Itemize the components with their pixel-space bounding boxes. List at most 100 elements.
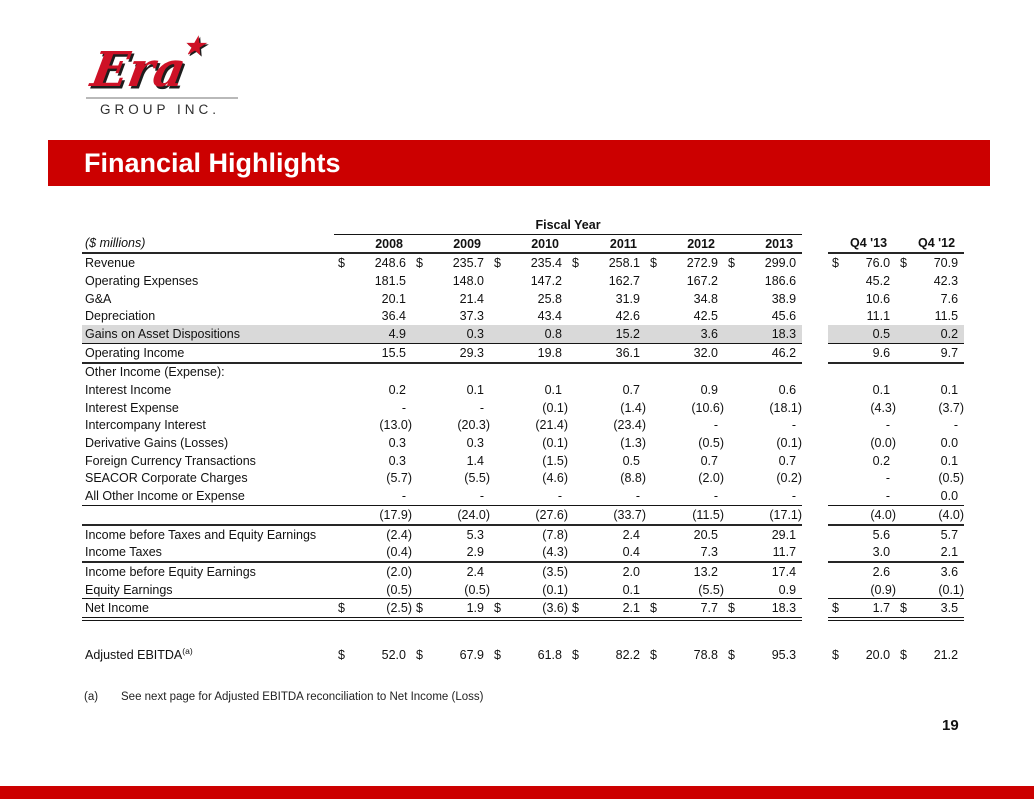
- value-cell: 3.0: [828, 543, 897, 564]
- value-cell: (3.5): [490, 562, 568, 581]
- value-cell: $248.6: [334, 253, 412, 272]
- table-row: Income before Equity Earnings (2.0) 2.4 (3.…: [82, 562, 964, 581]
- year-column-header: 2009: [412, 234, 490, 255]
- value-cell: 13.2: [646, 562, 724, 581]
- quarter-column-header: Q4 '13: [828, 234, 897, 255]
- value-number: 18.3: [771, 601, 797, 616]
- value-number: 17.4: [771, 564, 797, 579]
- value-cell: 0.5: [828, 325, 897, 344]
- value-cell: 0.6: [724, 381, 802, 399]
- title-banner: Financial Highlights: [48, 140, 990, 186]
- value-cell: 0.3: [334, 434, 412, 452]
- value-number: 21.4: [459, 291, 484, 306]
- table-row: Interest Income 0.2 0.1 0.1 0.7 0.9 0.6 0.1 0.1: [82, 381, 964, 399]
- star-icon: ★: [183, 31, 206, 60]
- value-cell: (4.3): [490, 543, 568, 564]
- value-cell: $1.7: [828, 598, 897, 622]
- currency-sign: $: [832, 601, 839, 616]
- row-label: SEACOR Corporate Charges: [85, 471, 248, 486]
- value-cell: 42.3: [896, 272, 964, 290]
- table-body: Revenue $248.6 $235.7 $235.4 $258.1 $272.9 $29…: [82, 253, 965, 664]
- value-cell: (11.5): [646, 505, 724, 526]
- value-number: 0.0: [940, 489, 959, 504]
- value-number: (17.1): [769, 507, 803, 522]
- value-number: (0.5): [938, 471, 965, 486]
- currency-sign: $: [416, 647, 423, 662]
- table-row: G&A 20.1 21.4 25.8 31.9 34.8 38.9 10.6 7.6: [82, 289, 964, 308]
- value-number: 95.3: [771, 647, 797, 662]
- value-number: (17.9): [379, 507, 412, 522]
- row-label: Equity Earnings: [82, 580, 334, 600]
- value-cell: 15.2: [568, 325, 646, 344]
- currency-sign: $: [900, 256, 907, 271]
- value-cell: 167.2: [646, 272, 724, 290]
- currency-sign: $: [900, 647, 907, 662]
- value-cell: -: [724, 417, 802, 435]
- value-number: (0.4): [386, 545, 412, 560]
- value-cell: 0.0: [896, 487, 965, 507]
- value-number: 0.5: [872, 326, 891, 341]
- group-header-row: Fiscal Year: [82, 216, 964, 235]
- value-number: 4.9: [388, 326, 406, 341]
- value-number: 20.5: [693, 527, 718, 542]
- value-number: (0.1): [938, 582, 965, 597]
- value-cell: 19.8: [490, 343, 568, 364]
- currency-sign: $: [832, 256, 839, 271]
- footnote-marker: (a): [84, 691, 99, 703]
- value-cell: 0.5: [568, 452, 646, 470]
- value-number: 38.9: [771, 291, 797, 306]
- bottom-accent-bar: [0, 786, 1034, 799]
- value-number: -: [557, 489, 562, 504]
- value-cell: 32.0: [646, 343, 724, 364]
- value-number: 248.6: [374, 256, 406, 271]
- currency-sign: $: [416, 601, 423, 616]
- row-label: Interest Income: [85, 383, 172, 398]
- value-cell: 17.4: [724, 562, 802, 581]
- value-number: 0.1: [622, 582, 640, 597]
- value-cell: 0.9: [646, 381, 724, 399]
- value-number: 20.1: [381, 291, 406, 306]
- value-cell: (8.8): [568, 470, 646, 488]
- value-cell: $ (2.5): [334, 598, 412, 622]
- currency-sign: $: [572, 647, 579, 662]
- value-number: -: [713, 489, 718, 504]
- value-number: 181.5: [374, 273, 406, 288]
- value-cell: 29.3: [412, 343, 490, 364]
- footnote: (a) See next page for Adjusted EBITDA rec…: [84, 691, 483, 703]
- value-number: (5.5): [698, 582, 724, 597]
- value-cell: $95.3: [724, 646, 802, 664]
- value-cell: 5.6: [828, 525, 896, 544]
- currency-sign: $: [650, 256, 657, 271]
- currency-sign: $: [494, 601, 501, 616]
- value-cell: (0.9): [828, 580, 897, 600]
- value-cell: 147.2: [490, 272, 568, 290]
- value-cell: (0.1): [490, 434, 568, 452]
- value-cell: 0.8: [490, 325, 568, 344]
- value-cell: (27.6): [490, 505, 568, 526]
- value-number: 18.3: [771, 326, 797, 341]
- value-number: (2.5): [386, 601, 412, 616]
- value-cell: $21.2: [896, 646, 964, 664]
- value-cell: 29.1: [724, 525, 802, 544]
- currency-sign: $: [650, 601, 657, 616]
- value-number: (5.5): [464, 471, 490, 486]
- value-number: 0.4: [622, 545, 640, 560]
- value-cell: 7.3: [646, 543, 724, 564]
- value-number: 0.1: [544, 383, 562, 398]
- value-number: 82.2: [615, 647, 640, 662]
- value-number: 37.3: [459, 309, 484, 324]
- value-cell: (17.1): [724, 505, 803, 526]
- value-number: 0.8: [544, 326, 562, 341]
- value-number: 15.2: [615, 326, 640, 341]
- value-number: -: [401, 489, 406, 504]
- value-cell: (7.8): [490, 525, 568, 544]
- value-cell: $3.5: [896, 598, 965, 622]
- value-number: (0.5): [386, 582, 412, 597]
- value-cell: 3.6: [896, 562, 964, 581]
- value-cell: (0.4): [334, 543, 412, 564]
- value-number: (0.0): [870, 436, 897, 451]
- value-number: 0.2: [388, 383, 406, 398]
- financial-table: Fiscal Year ($ millions) 2008 2009 2010 2011 2…: [82, 216, 965, 664]
- row-label: Adjusted EBITDA(a): [85, 645, 193, 662]
- value-cell: (2.0): [334, 562, 412, 581]
